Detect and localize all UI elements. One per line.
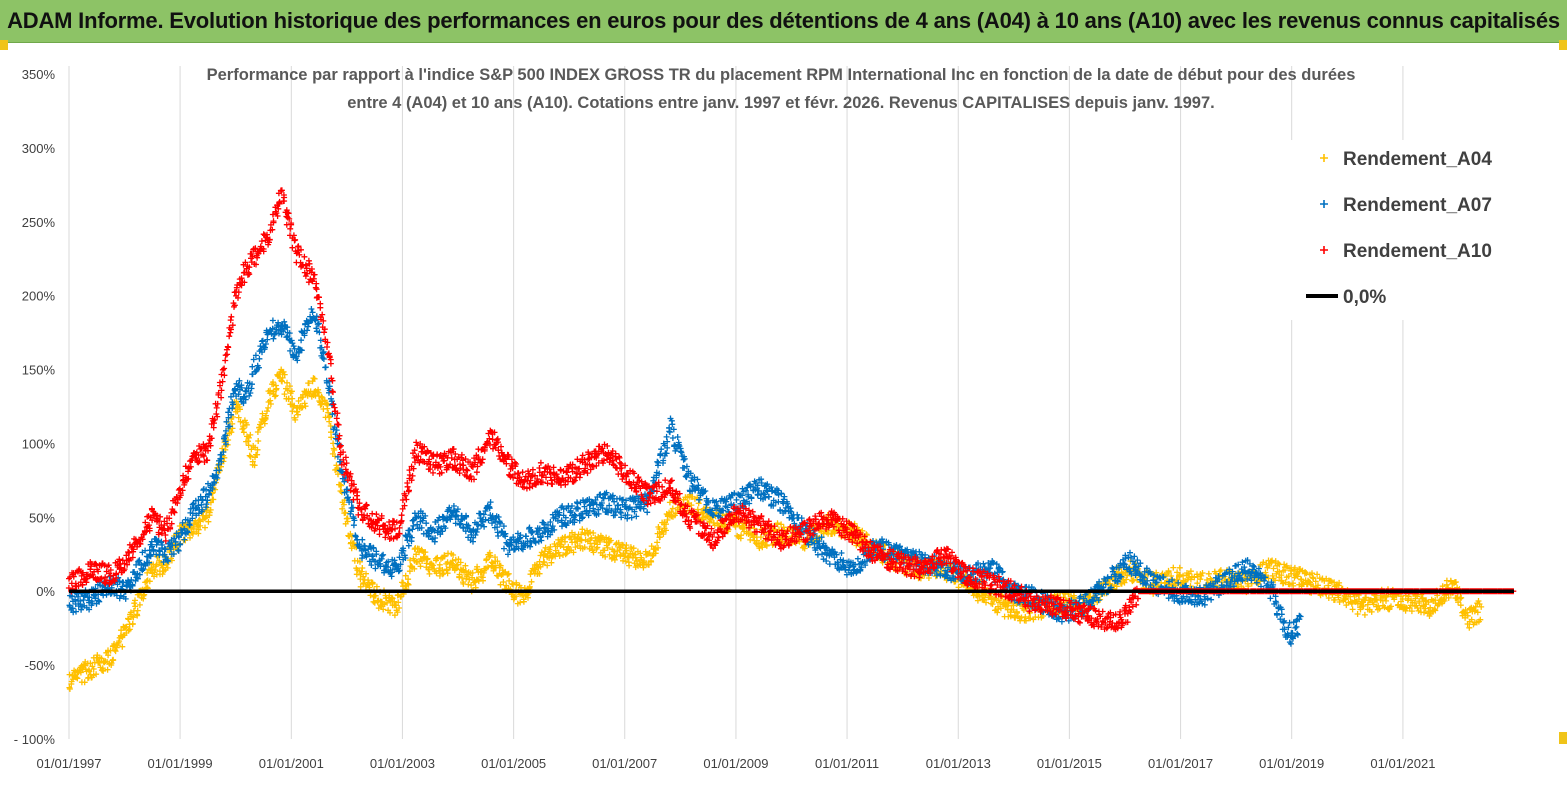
performance-scatter-chart: - 100%-50%0%50%100%150%200%250%300%350% … <box>14 66 1517 771</box>
chart-title-line-1: Performance par rapport à l'indice S&P 5… <box>207 66 1356 84</box>
legend-marker-a07 <box>1320 200 1328 208</box>
legend-marker-a10 <box>1320 246 1328 254</box>
chart-title: Performance par rapport à l'indice S&P 5… <box>207 66 1356 112</box>
x-tick-label: 01/01/2005 <box>481 756 546 771</box>
x-tick-label: 01/01/2015 <box>1037 756 1102 771</box>
x-tick-label: 01/01/2013 <box>926 756 991 771</box>
y-tick-label: 300% <box>22 141 56 156</box>
x-tick-label: 01/01/1999 <box>148 756 213 771</box>
y-tick-label: 350% <box>22 67 56 82</box>
y-tick-label: -50% <box>25 658 56 673</box>
y-tick-label: 150% <box>22 363 56 378</box>
report-banner: ADAM Informe. Evolution historique des p… <box>0 0 1567 43</box>
x-tick-label: 01/01/2003 <box>370 756 435 771</box>
legend-label-zero: 0,0% <box>1343 287 1386 308</box>
x-tick-label: 01/01/2007 <box>592 756 657 771</box>
banner-title: ADAM Informe. Evolution historique des p… <box>7 8 1560 33</box>
series-rendement_a07 <box>66 306 1304 647</box>
y-tick-label: 50% <box>29 510 55 525</box>
x-tick-label: 01/01/2001 <box>259 756 324 771</box>
y-tick-label: - 100% <box>14 732 56 747</box>
series-rendement_a04 <box>66 366 1485 692</box>
y-tick-label: 0% <box>36 584 55 599</box>
legend-item-a07: Rendement_A07 <box>1320 195 1492 216</box>
corner-marker <box>1559 732 1567 744</box>
series-markers <box>66 306 1304 647</box>
grid-lines <box>68 66 1404 739</box>
x-tick-label: 01/01/2019 <box>1259 756 1324 771</box>
x-tick-label: 01/01/2011 <box>815 756 879 771</box>
x-axis-ticks: 01/01/1997 01/01/1999 01/01/2001 01/01/2003… <box>36 756 1435 771</box>
chart-title-line-2: entre 4 (A04) et 10 ans (A10). Cotations… <box>347 94 1215 112</box>
series-markers <box>66 366 1485 692</box>
y-axis-ticks: - 100% -50% 0% 50% 100% 150% 200% 250% 300% 350% <box>14 67 56 747</box>
x-tick-label: 01/01/2017 <box>1148 756 1213 771</box>
y-tick-label: 100% <box>22 436 56 451</box>
legend-label-a10: Rendement_A10 <box>1343 241 1492 262</box>
legend-item-a10: Rendement_A10 <box>1320 241 1492 262</box>
legend-label-a07: Rendement_A07 <box>1343 195 1492 216</box>
legend: Rendement_A04 Rendement_A07 Rendement_A1… <box>1282 140 1504 320</box>
legend-marker-a04 <box>1320 154 1328 162</box>
corner-marker <box>1559 40 1567 50</box>
legend-item-a04: Rendement_A04 <box>1320 149 1492 170</box>
y-tick-label: 250% <box>22 215 56 230</box>
legend-background <box>1282 140 1504 320</box>
corner-marker <box>0 40 8 50</box>
x-tick-label: 01/01/2021 <box>1370 756 1435 771</box>
legend-item-zero: 0,0% <box>1306 287 1386 308</box>
x-tick-label: 01/01/2009 <box>703 756 768 771</box>
legend-label-a04: Rendement_A04 <box>1343 149 1492 170</box>
y-tick-label: 200% <box>22 289 56 304</box>
x-tick-label: 01/01/1997 <box>36 756 101 771</box>
